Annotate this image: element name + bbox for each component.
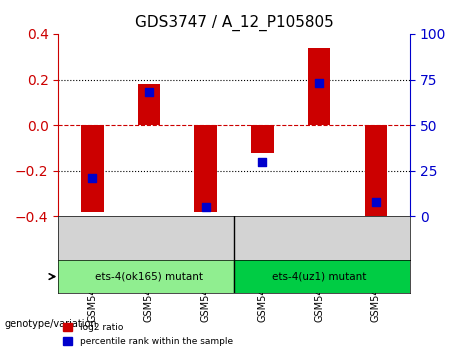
Point: [372, 199, 379, 205]
Bar: [308, 48, 331, 125]
Bar: [195, 125, 217, 212]
Bar: [365, 125, 387, 219]
Text: ets-4(ok165) mutant: ets-4(ok165) mutant: [95, 272, 203, 281]
Point: [202, 204, 209, 210]
Title: GDS3747 / A_12_P105805: GDS3747 / A_12_P105805: [135, 15, 333, 31]
Point: [89, 175, 96, 181]
Text: ets-4(uz1) mutant: ets-4(uz1) mutant: [272, 272, 366, 281]
Point: [315, 80, 323, 86]
Polygon shape: [58, 260, 234, 293]
Polygon shape: [234, 260, 410, 293]
Text: genotype/variation: genotype/variation: [5, 319, 97, 329]
Point: [259, 159, 266, 165]
Bar: [81, 125, 104, 212]
Bar: [138, 84, 160, 125]
Legend: log2 ratio, percentile rank within the sample: log2 ratio, percentile rank within the s…: [60, 320, 236, 349]
Point: [145, 90, 153, 95]
Bar: [251, 125, 274, 153]
